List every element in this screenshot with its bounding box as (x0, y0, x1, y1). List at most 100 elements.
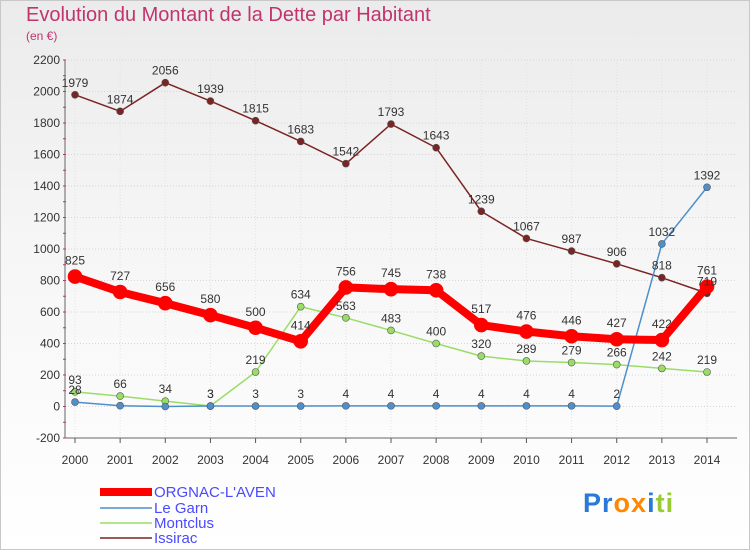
data-label-le-garn: 2 (613, 387, 620, 401)
proxiti-logo: Proxiti (583, 488, 674, 519)
data-point-le-garn (296, 402, 305, 410)
data-label-montclus: 93 (68, 373, 82, 387)
data-label-orgnac-l-aven: 580 (200, 292, 220, 306)
data-label-orgnac-l-aven: 476 (516, 309, 536, 323)
data-label-issirac: 1979 (62, 76, 89, 90)
data-label-le-garn: 1392 (694, 168, 721, 182)
y-tick-label: 600 (40, 305, 60, 319)
data-point-le-garn (251, 402, 260, 410)
data-label-orgnac-l-aven: 500 (246, 305, 266, 319)
data-point-le-garn (612, 402, 621, 410)
data-label-issirac: 1683 (287, 122, 314, 136)
data-label-issirac: 1793 (378, 105, 405, 119)
data-label-issirac: 1643 (423, 129, 450, 143)
chart-title: Evolution du Montant de la Dette par Hab… (26, 4, 431, 26)
data-point-issirac (522, 234, 531, 243)
logo-letter: x (631, 488, 648, 518)
data-label-orgnac-l-aven: 422 (652, 317, 672, 331)
data-label-montclus: 563 (336, 299, 356, 313)
x-tick-label: 2002 (152, 453, 179, 467)
data-point-montclus (116, 392, 124, 400)
data-label-le-garn: 4 (343, 387, 350, 401)
x-tick-label: 2010 (513, 453, 540, 467)
data-label-montclus: 320 (471, 337, 491, 351)
y-tick-label: 800 (40, 274, 60, 288)
data-label-orgnac-l-aven: 756 (336, 264, 356, 278)
data-point-orgnac-l-aven (473, 317, 489, 333)
data-label-issirac: 719 (697, 274, 717, 288)
chart-subtitle: (en €) (26, 29, 58, 43)
data-point-orgnac-l-aven (338, 280, 354, 295)
data-point-le-garn (522, 402, 531, 410)
x-tick-label: 2009 (468, 453, 495, 467)
y-tick-label: 400 (40, 337, 60, 351)
x-tick-label: 2008 (423, 453, 450, 467)
data-label-montclus: 34 (159, 382, 173, 396)
logo-letter: P (583, 488, 603, 518)
data-point-le-garn (477, 402, 486, 410)
data-point-le-garn (432, 402, 440, 410)
data-label-montclus: 3 (207, 387, 214, 401)
data-point-le-garn (387, 402, 395, 410)
data-label-le-garn: 28 (68, 383, 82, 397)
data-point-orgnac-l-aven (654, 332, 670, 348)
data-point-le-garn (342, 402, 350, 410)
x-tick-label: 2004 (242, 453, 269, 467)
data-point-issirac (658, 273, 666, 282)
data-point-orgnac-l-aven (67, 269, 83, 284)
data-point-orgnac-l-aven (564, 328, 579, 344)
data-point-issirac (71, 91, 79, 99)
data-label-issirac: 1815 (242, 102, 269, 116)
data-point-le-garn (703, 183, 711, 192)
x-tick-label: 2001 (107, 453, 134, 467)
data-label-issirac: 1874 (107, 92, 134, 106)
y-tick-label: 1400 (33, 179, 60, 193)
data-label-orgnac-l-aven: 656 (155, 280, 175, 294)
data-point-montclus (432, 339, 440, 348)
x-tick-label: 2013 (649, 453, 676, 467)
x-tick-label: 2000 (62, 453, 89, 467)
data-label-orgnac-l-aven: 427 (607, 316, 627, 330)
logo-letter: o (613, 488, 632, 518)
data-point-orgnac-l-aven (157, 295, 173, 311)
y-tick-label: 1000 (33, 242, 60, 256)
x-tick-label: 2007 (378, 453, 405, 467)
x-tick-label: 2011 (559, 453, 585, 467)
data-point-montclus (342, 314, 350, 322)
data-point-montclus (612, 360, 621, 369)
data-point-montclus (251, 368, 260, 376)
data-label-le-garn: 3 (297, 387, 304, 401)
y-tick-label: 1600 (33, 148, 60, 162)
data-label-issirac: 1067 (513, 219, 540, 233)
data-point-issirac (116, 107, 124, 116)
y-tick-label: 1800 (33, 116, 60, 130)
data-point-issirac (296, 137, 305, 146)
data-label-le-garn: 4 (568, 387, 575, 401)
data-point-issirac (342, 159, 350, 168)
data-point-montclus (567, 358, 576, 367)
y-tick-label: 0 (53, 400, 60, 414)
data-label-orgnac-l-aven: 727 (110, 269, 130, 283)
data-point-orgnac-l-aven (609, 331, 625, 347)
legend-label: ORGNAC-L'AVEN (154, 484, 276, 501)
data-label-orgnac-l-aven: 446 (562, 313, 582, 327)
data-point-le-garn (161, 402, 170, 411)
legend-label: Issirac (154, 530, 198, 547)
y-tick-label: 200 (40, 368, 60, 382)
data-point-issirac (432, 143, 440, 152)
data-point-montclus (71, 388, 79, 396)
data-label-montclus: 483 (381, 311, 401, 325)
data-label-montclus: 279 (562, 344, 582, 358)
data-point-montclus (477, 352, 486, 360)
data-label-montclus: 242 (652, 349, 672, 363)
data-label-orgnac-l-aven: 761 (697, 264, 717, 278)
data-point-orgnac-l-aven (428, 282, 444, 298)
data-label-orgnac-l-aven: 738 (426, 267, 446, 281)
data-label-le-garn: 4 (523, 387, 530, 401)
data-label-orgnac-l-aven: 825 (65, 254, 85, 268)
logo-letter: i (647, 488, 656, 518)
x-tick-label: 2003 (197, 453, 224, 467)
y-tick-label: 2200 (33, 53, 60, 67)
data-point-le-garn (206, 402, 215, 410)
